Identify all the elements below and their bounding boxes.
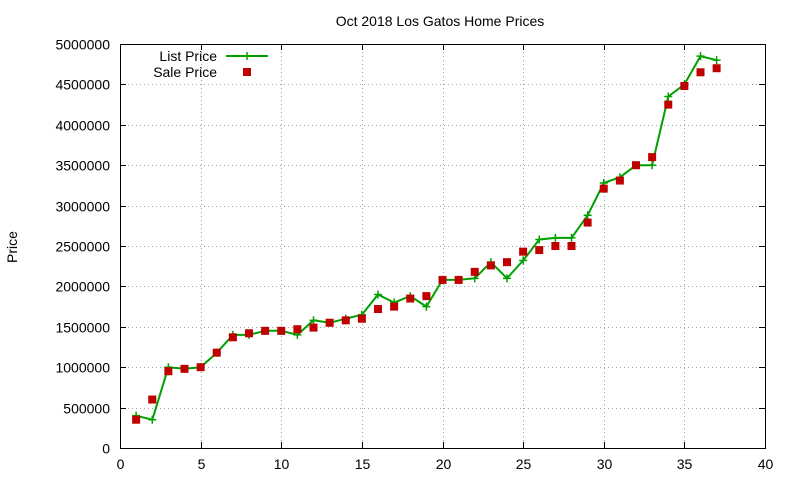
plot-frame <box>120 44 766 449</box>
data-point-sale-price <box>245 329 253 338</box>
data-point-sale-price <box>309 323 318 332</box>
legend-label-list-price: List Price <box>159 48 217 64</box>
data-point-sale-price <box>454 275 463 284</box>
data-point-list-price <box>503 274 511 283</box>
data-point-sale-price <box>406 294 415 303</box>
data-point-sale-price <box>470 267 479 276</box>
series-line-list-price <box>135 55 717 421</box>
data-point-sale-price <box>567 242 576 250</box>
x-tick-label: 25 <box>516 456 532 472</box>
data-point-list-price <box>519 256 528 265</box>
y-axis-label: Price <box>4 231 20 263</box>
y-tick-label: 0 <box>102 441 110 457</box>
data-point-list-price <box>422 302 431 311</box>
data-point-sale-price <box>551 242 560 250</box>
data-point-sale-price <box>277 326 286 335</box>
data-point-list-price <box>583 211 592 220</box>
data-point-sale-price <box>680 82 689 91</box>
grid <box>120 44 765 448</box>
data-point-sale-price <box>180 364 189 373</box>
y-tick-label: 1500000 <box>55 320 110 336</box>
data-point-list-price <box>696 52 705 61</box>
data-point-sale-price <box>132 415 141 424</box>
y-tick-label: 5000000 <box>55 37 110 53</box>
data-point-sale-price <box>422 292 431 301</box>
legend-label-sale-price: Sale Price <box>153 64 217 80</box>
y-tick-label: 2500000 <box>55 239 110 255</box>
data-point-sale-price <box>519 247 528 256</box>
series <box>132 52 721 424</box>
data-point-sale-price <box>486 261 495 270</box>
data-point-sale-price <box>648 153 657 162</box>
axis-tick-labels: 0 500000 1000000 1500000 2000000 2500000 30000… <box>55 37 773 473</box>
data-point-list-price <box>148 415 157 424</box>
data-point-list-price <box>648 161 657 170</box>
data-point-sale-price <box>696 68 705 77</box>
data-point-sale-price <box>341 316 350 325</box>
data-point-sale-price <box>535 246 544 255</box>
data-point-sale-price <box>357 314 366 323</box>
legend-marker-list-price <box>243 52 251 60</box>
data-point-sale-price <box>615 176 624 185</box>
data-point-sale-price <box>632 161 640 170</box>
x-tick-label: 30 <box>597 456 613 472</box>
y-tick-label: 2000000 <box>55 279 110 295</box>
data-point-sale-price <box>438 275 447 284</box>
data-point-sale-price <box>228 333 237 342</box>
data-point-sale-price <box>261 326 270 335</box>
data-point-sale-price <box>374 305 382 314</box>
data-point-sale-price <box>293 325 302 334</box>
data-point-sale-price <box>599 184 608 193</box>
x-tick-label: 10 <box>274 456 290 472</box>
y-tick-label: 1000000 <box>55 360 110 376</box>
data-point-sale-price <box>503 258 511 267</box>
x-tick-label: 5 <box>198 456 206 472</box>
data-point-list-price <box>309 316 318 325</box>
data-point-list-price <box>374 290 382 299</box>
data-point-list-price <box>535 235 544 244</box>
x-tick-label: 35 <box>677 456 693 472</box>
data-point-list-price <box>712 56 721 65</box>
data-point-sale-price <box>712 64 721 73</box>
legend-marker-sale-price <box>243 68 251 76</box>
legend: List Price Sale Price <box>153 48 268 80</box>
x-tick-label: 15 <box>355 456 371 472</box>
x-tick-label: 0 <box>117 456 125 472</box>
data-point-sale-price <box>390 302 399 311</box>
data-point-sale-price <box>325 318 334 327</box>
y-tick-label: 3500000 <box>55 158 110 174</box>
y-tick-label: 500000 <box>63 401 110 417</box>
data-point-list-price <box>567 233 576 242</box>
x-tick-label: 20 <box>436 456 452 472</box>
data-point-sale-price <box>148 395 157 404</box>
data-point-sale-price <box>664 100 673 109</box>
data-point-sale-price <box>164 367 173 376</box>
chart-title: Oct 2018 Los Gatos Home Prices <box>336 13 545 29</box>
y-tick-label: 4500000 <box>55 77 110 93</box>
y-tick-label: 3000000 <box>55 199 110 215</box>
y-tick-label: 4000000 <box>55 118 110 134</box>
data-point-sale-price <box>583 218 592 227</box>
data-point-list-price <box>664 92 673 101</box>
x-tick-label: 40 <box>758 456 774 472</box>
data-point-list-price <box>551 233 560 242</box>
data-point-sale-price <box>212 348 221 357</box>
data-point-sale-price <box>196 363 205 372</box>
